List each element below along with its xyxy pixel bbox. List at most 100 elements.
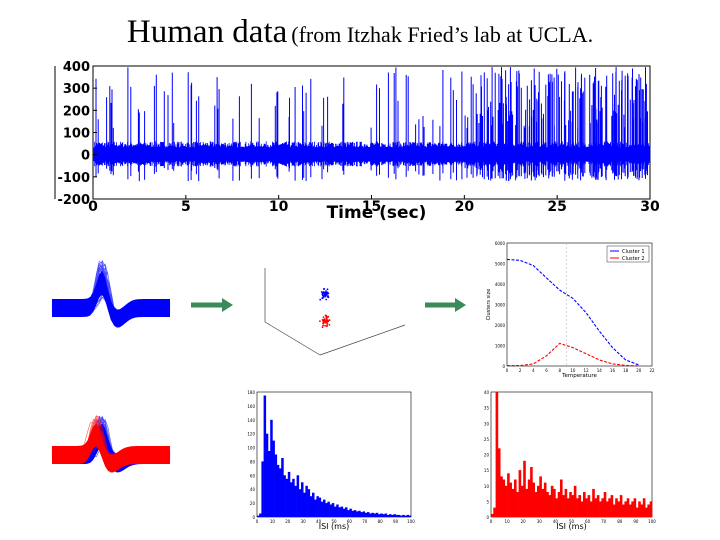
histogram-bar [534, 492, 538, 517]
x-tick-label: 2 [519, 368, 522, 373]
title-sub: (from Itzhak Fried’s lab at UCLA. [291, 22, 594, 47]
histogram-bar [294, 485, 297, 518]
cluster-point [321, 326, 324, 329]
histogram-bar [629, 504, 632, 517]
histogram-bar [353, 510, 357, 517]
cluster-point [325, 291, 328, 294]
histogram-bar [645, 507, 648, 517]
histogram-bar [573, 485, 577, 518]
histogram-bar [290, 482, 293, 517]
y-tick-label: 4000 [495, 282, 506, 287]
histogram-bar [345, 507, 348, 517]
histogram-bar [511, 488, 515, 517]
histogram-bar [285, 478, 289, 517]
cluster-point [326, 324, 328, 327]
histogram-bar [386, 514, 390, 517]
histogram-bar [397, 514, 401, 517]
y-tick-label: 80 [250, 459, 256, 464]
cluster-point [326, 322, 329, 325]
x-tick-label: 0 [256, 519, 259, 524]
x-tick-label: 20 [285, 519, 291, 524]
y-tick-label: 3000 [495, 303, 506, 308]
histogram-bar [576, 498, 579, 518]
y-tick-label: 1000 [495, 344, 506, 349]
slide-title: Human data (from Itzhak Fried’s lab at U… [0, 14, 720, 51]
y-tick-label: 2000 [495, 323, 506, 328]
histogram-bar [402, 514, 405, 517]
y-tick-label: 35 [484, 406, 490, 411]
cluster-point [322, 321, 325, 324]
y-tick-label: 200 [63, 104, 90, 119]
waveforms-single [51, 241, 171, 373]
x-tick-label: 80 [617, 519, 623, 524]
histogram-bar [589, 501, 593, 517]
histogram-bar [340, 506, 344, 517]
x-tick-label: 80 [378, 519, 384, 524]
histogram-bar [301, 482, 304, 517]
histogram-bar [342, 508, 346, 517]
x-axis-label: ISI (ms) [319, 522, 350, 531]
x-tick-label: 10 [270, 519, 276, 524]
histogram-bar [296, 475, 300, 517]
histogram-bar [562, 495, 565, 517]
cluster-point [321, 318, 324, 321]
histogram-bar [312, 492, 315, 517]
histogram-bar [358, 510, 361, 518]
histogram-bar [635, 507, 639, 517]
y-tick-label: 20 [250, 501, 256, 506]
x-axis-label: ISI (ms) [556, 522, 587, 531]
histogram-bar [640, 504, 644, 517]
histogram-bar [331, 503, 335, 517]
histogram-bar [587, 495, 591, 517]
x-tick-label: 0 [88, 199, 98, 215]
y-tick-label: 6000 [495, 241, 506, 246]
histogram-bar [493, 507, 496, 517]
x-tick-label: 70 [362, 519, 368, 524]
histogram-bar [502, 479, 506, 517]
y-tick-label: 100 [63, 127, 90, 142]
y-tick-label: 100 [247, 446, 255, 451]
y-tick-label: 15 [484, 468, 490, 473]
histogram-bar [626, 498, 630, 518]
histogram-bar [367, 512, 370, 517]
x-tick-label: 14 [597, 368, 603, 373]
histogram-bar [400, 515, 403, 517]
histogram-bar [569, 492, 572, 517]
histogram-bar [265, 433, 269, 517]
x-tick-label: 40 [553, 519, 559, 524]
histogram-bar [537, 485, 540, 518]
histogram-bar [276, 464, 280, 517]
histogram-bar [287, 471, 291, 517]
histogram-bar [382, 514, 385, 517]
x-axis-label: Time (sec) [327, 203, 427, 223]
histogram-bar [516, 492, 519, 517]
legend-label: Cluster 2 [622, 256, 645, 262]
cluster-point [322, 294, 325, 297]
y-tick-label: 20 [484, 453, 490, 458]
histogram-bar [338, 507, 341, 517]
cluster-point [327, 292, 330, 295]
histogram-bar [564, 488, 568, 517]
x-tick-label: 90 [393, 519, 399, 524]
histogram-bar [270, 419, 273, 517]
y-axis-label: Clusters size [486, 289, 492, 321]
x-tick-label: 100 [407, 519, 415, 524]
histogram-bar [523, 460, 526, 518]
histogram-bar [580, 501, 584, 517]
y-tick-label: 40 [250, 487, 256, 492]
histogram-bar [612, 504, 616, 517]
waveforms-two-clusters [51, 398, 171, 510]
histogram-bar [292, 478, 295, 517]
histogram-bar [622, 504, 625, 517]
y-tick-label: 30 [484, 421, 490, 426]
y-tick-label: 10 [484, 484, 490, 489]
histogram-bar [274, 454, 278, 517]
histogram-bar [518, 470, 522, 517]
histogram-bar [601, 498, 604, 518]
histogram-bar [497, 448, 501, 518]
x-tick-label: 100 [648, 519, 656, 524]
histogram-bar [364, 512, 368, 517]
x-tick-label: 90 [633, 519, 639, 524]
histogram-bar [527, 479, 531, 517]
